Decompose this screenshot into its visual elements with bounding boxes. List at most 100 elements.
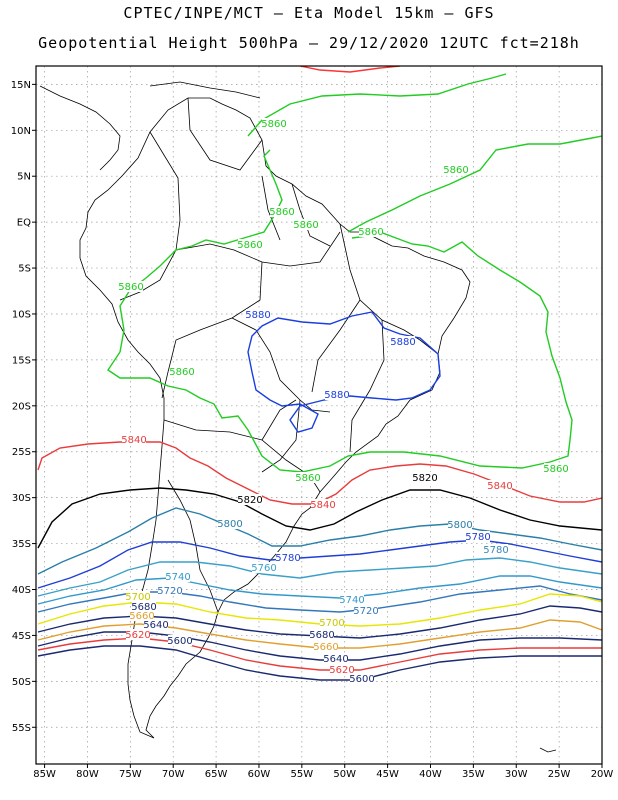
y-tick-label: 30S [12,493,31,504]
contour-label-bg [484,544,508,555]
contour-label: 5800 [217,519,242,530]
contour-label: 5780 [483,545,508,556]
contour-label-bg [122,434,146,445]
contour-label: 5600 [349,674,374,685]
y-tick-label: 15S [12,355,31,366]
map-title-line1: CPTEC/INPE/MCT – Eta Model 15km – GFS [123,4,495,22]
contour-label: 5860 [358,227,383,238]
contour-5860-amazon [119,149,283,353]
contour-5860-north [247,73,507,137]
x-tick-label: 70W [162,769,185,780]
contour-label-bg [488,480,512,491]
contour-label: 5820 [237,495,262,506]
contour-label: 5600 [167,636,192,647]
contour-5600 [37,645,602,681]
contour-label-bg [444,164,468,175]
contour-label-bg [448,519,472,530]
contour-label-bg [158,585,182,596]
x-tick-label: 40W [419,769,442,780]
contour-label: 5640 [323,654,348,665]
contour-label: 5860 [237,240,262,251]
contour-label: 5860 [443,165,468,176]
contour-label: 5880 [390,337,415,348]
contour-label: 5860 [118,282,143,293]
contour-label-bg [252,562,276,573]
y-tick-label: EQ [17,218,31,229]
contour-label-bg [311,499,335,510]
contour-label: 5700 [125,592,150,603]
y-tick-label: 35S [12,539,31,550]
contour-5760 [37,557,602,597]
contour-5720 [37,585,602,613]
contour-label-bg [296,472,320,483]
contour-label: 5860 [293,220,318,231]
contour-label: 5780 [275,553,300,564]
contour-label: 5620 [329,665,354,676]
contour-label-bg [166,571,190,582]
contour-label: 5860 [543,464,568,475]
contour-label-bg [218,518,242,529]
contour-label: 5860 [295,473,320,484]
contour-label-bg [359,226,383,237]
axis-ticks: 85W 80W 75W 70W 65W 60W 55W 50W 45W 40W 35W 30W 25W 2… [11,80,614,780]
contour-label: 5860 [269,207,294,218]
contour-label-bg [314,641,338,652]
contour-label: 5660 [129,611,154,622]
contour-label-bg [330,664,354,675]
contour-label-bg [391,336,415,347]
contour-label: 5740 [339,595,364,606]
contour-label: 5880 [245,310,270,321]
x-tick-label: 80W [76,769,99,780]
contour-5820 [37,487,602,549]
y-tick-label: 5N [17,172,31,183]
x-tick-label: 55W [291,769,314,780]
contour-label: 5860 [169,367,194,378]
y-tick-label: 20S [12,401,31,412]
contour-label-bg [132,601,156,612]
contour-5860-outer [107,231,573,473]
contour-label-bg [324,653,348,664]
y-tick-label: 5S [18,264,31,275]
contour-label-bg [294,219,318,230]
contour-label: 5880 [324,390,349,401]
contour-label: 5640 [143,620,168,631]
contour-label-bg [276,552,300,563]
contour-lines [37,66,602,681]
map-frame [35,65,603,765]
y-tick-label: 10N [11,126,31,137]
contour-5640 [37,631,602,661]
x-tick-label: 85W [33,769,56,780]
contour-label: 5740 [165,572,190,583]
contour-label-bg [340,594,364,605]
contour-5880-north [299,66,401,73]
y-tick-label: 10S [12,309,31,320]
x-tick-label: 65W [205,769,228,780]
contour-5880-blue [247,311,441,433]
contour-label-bg [350,673,374,684]
contour-5780 [37,539,602,589]
contour-label-bg [310,629,334,640]
contour-label-bg [238,494,262,505]
contour-label-bg [238,239,262,250]
x-tick-label: 45W [376,769,399,780]
contour-label: 5840 [487,481,512,492]
contour-5740 [37,575,602,605]
contour-label: 5720 [353,606,378,617]
contour-label-bg [246,309,270,320]
contour-label: 5780 [465,532,490,543]
contour-label-bg [544,463,568,474]
contour-label-bg [126,629,150,640]
contour-label-bg [168,635,192,646]
contour-label: 5820 [412,473,437,484]
contour-label-bg [262,118,286,129]
contour-label-bg [466,531,490,542]
contour-label: 5680 [309,630,334,641]
y-tick-label: 55S [12,723,31,734]
contour-5620 [37,637,602,671]
contour-label-bg [144,619,168,630]
contour-label: 5620 [125,630,150,641]
map-title-line2: Geopotential Height 500hPa – 29/12/2020 … [38,34,580,52]
x-tick-label: 20W [591,769,614,780]
contour-label-bg [270,206,294,217]
x-tick-label: 25W [548,769,571,780]
